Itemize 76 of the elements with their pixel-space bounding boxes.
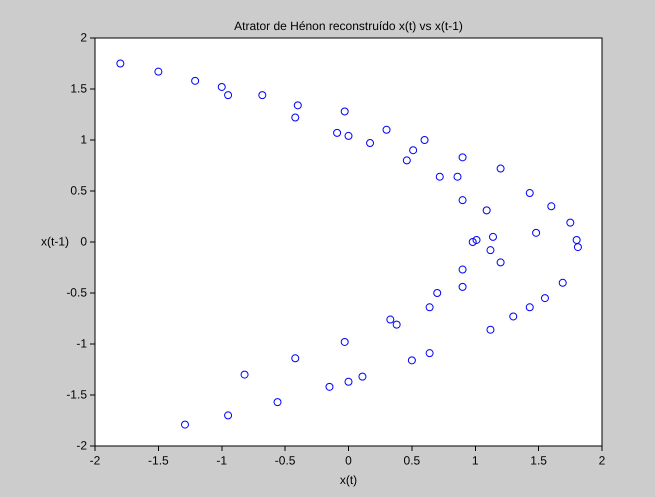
point — [224, 411, 232, 420]
point — [291, 354, 300, 362]
point — [426, 303, 434, 312]
point — [574, 243, 582, 252]
x-tick-label: -1 — [216, 454, 228, 468]
y-tick-label: 2 — [80, 30, 88, 44]
point — [458, 153, 467, 162]
point — [436, 172, 444, 181]
y-tick-label: -0.5 — [66, 285, 88, 300]
point — [458, 266, 467, 274]
point — [358, 372, 366, 381]
point — [333, 128, 342, 137]
point — [218, 82, 226, 91]
point — [344, 378, 352, 386]
point — [154, 68, 162, 76]
point — [472, 236, 481, 244]
point — [402, 156, 411, 164]
point — [526, 303, 534, 312]
point — [486, 246, 494, 254]
x-tick-label: 1.5 — [530, 454, 548, 468]
point — [408, 356, 416, 364]
y-tick-label: -1 — [76, 336, 88, 350]
point — [558, 278, 567, 287]
y-tick-label: -1.5 — [66, 387, 88, 402]
point — [486, 326, 494, 334]
x-tick-label: 2 — [598, 454, 606, 468]
point — [340, 338, 349, 346]
point — [496, 258, 505, 266]
point — [547, 202, 556, 210]
y-axis-title: x(t-1) — [41, 234, 69, 248]
point — [496, 164, 505, 173]
point — [433, 289, 442, 297]
point — [240, 370, 249, 379]
point — [409, 146, 418, 154]
y-tick-label: 0.5 — [70, 183, 88, 198]
point — [458, 282, 467, 291]
y-tick-label: -2 — [76, 438, 88, 452]
point — [532, 228, 540, 237]
x-tick-label: 0.5 — [404, 454, 421, 468]
y-tick-label: 1.5 — [70, 81, 88, 96]
x-tick-label: -2 — [90, 454, 101, 468]
point — [526, 189, 534, 198]
x-tick-label: -1.5 — [148, 454, 170, 468]
point — [572, 236, 581, 244]
point — [420, 136, 429, 144]
point — [344, 132, 352, 140]
point — [468, 238, 477, 246]
point — [382, 126, 391, 134]
x-tick-label: 0 — [345, 454, 352, 468]
point — [392, 320, 401, 329]
point — [458, 196, 467, 204]
point — [116, 60, 124, 68]
point — [509, 312, 518, 320]
chart-title: Atrator de Hénon reconstruído x(t) vs x(t-1) — [234, 19, 463, 33]
point — [191, 76, 200, 85]
point — [274, 398, 282, 406]
y-tick-label: 0 — [80, 234, 88, 248]
x-tick-label: -0.5 — [274, 454, 296, 468]
point — [224, 91, 232, 100]
x-tick-label: 1 — [472, 454, 479, 468]
point — [258, 91, 266, 100]
point — [386, 316, 394, 324]
y-tick-label: 1 — [80, 132, 88, 146]
point — [340, 107, 349, 116]
point — [488, 232, 497, 241]
point — [325, 382, 334, 391]
point — [426, 349, 434, 358]
point — [454, 172, 462, 181]
point — [294, 101, 302, 110]
point — [291, 114, 300, 122]
point — [366, 139, 374, 148]
point — [482, 206, 491, 214]
point — [180, 420, 189, 429]
point — [540, 294, 549, 302]
point — [566, 218, 574, 227]
x-axis-title: x(t) — [340, 473, 358, 487]
